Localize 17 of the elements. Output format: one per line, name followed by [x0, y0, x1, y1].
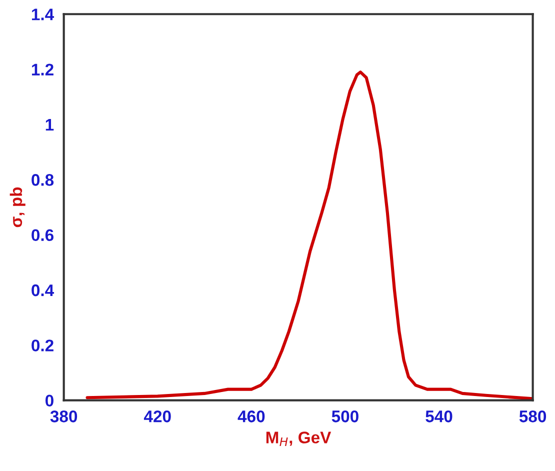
y-axis-title: σ, pb: [10, 187, 26, 228]
x-tick-label: 580: [519, 410, 546, 422]
x-tick-label: 460: [238, 410, 265, 422]
x-tick-label: 500: [332, 410, 358, 422]
x-tick-label: 540: [426, 410, 452, 422]
line-series: [86, 70, 533, 400]
y-tick-label: 0.8: [32, 174, 54, 186]
y-tick-label: 0.4: [32, 284, 54, 296]
y-tick-label: 0.6: [32, 229, 54, 242]
y-tick-label: 1: [46, 119, 54, 131]
x-tick-label: 380: [50, 410, 78, 422]
x-axis-title: M$_{H}$, GeV: [266, 432, 332, 446]
y-tick-label: 0: [45, 394, 54, 407]
y-tick-label: 0.2: [32, 340, 54, 352]
y-tick-label: 1.4: [32, 8, 54, 20]
x-tick-label: 420: [144, 410, 171, 422]
y-tick-label: 1.2: [32, 64, 54, 76]
